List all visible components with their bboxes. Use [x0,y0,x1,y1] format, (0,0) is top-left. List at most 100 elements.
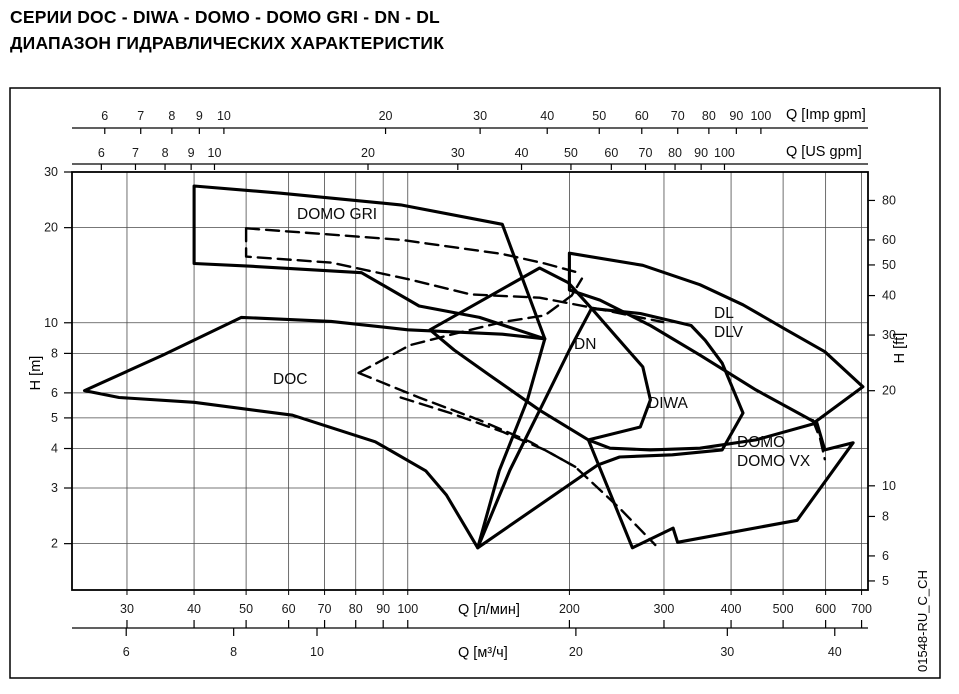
m3h-tick-label-20: 20 [569,645,583,659]
document-reference-code: 01548-RU_C_CH [915,570,930,672]
page-title: СЕРИИ DOC - DIWA - DOMO - DOMO GRI - DN … [10,4,444,56]
axis-label-lmin: Q [л/мин] [458,602,520,618]
us-tick-label-70: 70 [639,146,653,160]
lmin-tick-label-40: 40 [187,602,201,616]
us-tick-label-20: 20 [361,146,375,160]
lmin-tick-label-500: 500 [773,602,794,616]
hft-tick-label-5: 5 [882,574,889,588]
lmin-tick-label-70: 70 [318,602,332,616]
envelope-DIWA [476,306,745,550]
envelope-dashed-range-3 [357,277,584,375]
hft-tick-label-10: 10 [882,479,896,493]
pump-range-envelopes [82,184,865,550]
envelope-DOMO-DOMO-VX [586,421,855,550]
label-diwa: DIWA [648,395,689,412]
lmin-tick-label-600: 600 [815,602,836,616]
hm-tick-label-30: 30 [44,165,58,179]
imp-tick-label-50: 50 [592,109,606,123]
lmin-tick-label-50: 50 [239,602,253,616]
us-tick-label-9: 9 [188,146,195,160]
region-labels: DOMO GRI DOC DN DIWA DL DLV DOMO DOMO VX [273,206,811,470]
axis-label-us-gpm: Q [US gpm] [786,144,862,160]
hm-tick-label-4: 4 [51,442,58,456]
envelope-dashed-range-1 [244,227,577,273]
figure-border [9,87,941,679]
imp-tick-label-30: 30 [473,109,487,123]
label-dn: DN [574,336,596,353]
label-domo: DOMO [737,434,785,451]
lmin-tick-label-60: 60 [282,602,296,616]
hft-tick-label-20: 20 [882,384,896,398]
imp-tick-label-70: 70 [671,109,685,123]
us-tick-label-8: 8 [162,146,169,160]
grid-lines [72,172,868,590]
hm-tick-label-2: 2 [51,537,58,551]
imp-tick-label-10: 10 [217,109,231,123]
label-domo-vx: DOMO VX [737,453,811,470]
m3h-tick-label-30: 30 [720,645,734,659]
lmin-tick-label-90: 90 [376,602,390,616]
title-subtitle-line: ДИАПАЗОН ГИДРАВЛИЧЕСКИХ ХАРАКТЕРИСТИК [10,33,445,53]
lmin-tick-label-80: 80 [349,602,363,616]
label-domo-gri: DOMO GRI [297,206,377,223]
lmin-tick-label-30: 30 [120,602,134,616]
plot-frame [71,171,869,591]
label-doc: DOC [273,371,307,388]
m3h-tick-label-6: 6 [123,645,130,659]
axis-label-imp-gpm: Q [Imp gpm] [786,107,866,123]
m3h-tick-label-40: 40 [828,645,842,659]
hm-tick-label-5: 5 [51,411,58,425]
hm-tick-label-6: 6 [51,386,58,400]
hm-tick-label-3: 3 [51,481,58,495]
envelope-dashed-range-2 [244,227,665,324]
lmin-tick-label-300: 300 [654,602,675,616]
us-tick-label-90: 90 [694,146,708,160]
hft-tick-label-30: 30 [882,328,896,342]
label-dl: DL [714,305,734,322]
envelope-dashed-range-4 [357,371,657,547]
hft-tick-label-50: 50 [882,258,896,272]
hft-tick-label-80: 80 [882,193,896,207]
envelope-DOMO-GRI [192,184,547,341]
imp-tick-label-80: 80 [702,109,716,123]
hm-tick-label-8: 8 [51,346,58,360]
axis-lines [72,127,868,629]
imp-tick-label-40: 40 [540,109,554,123]
hft-tick-label-40: 40 [882,289,896,303]
us-tick-label-7: 7 [132,146,139,160]
us-tick-label-40: 40 [515,146,529,160]
tick-labels: 6 7 8 9 10 20 30 40 50 60 70 80 90 100 6 7 8 9 10 20 30 40 50 6… [44,109,896,659]
imp-tick-label-6: 6 [101,109,108,123]
m3h-tick-label-8: 8 [230,645,237,659]
us-tick-label-60: 60 [604,146,618,160]
us-tick-label-100: 100 [714,146,735,160]
envelope-dashed-range-6 [811,418,826,461]
envelope-DOC [82,315,547,550]
us-tick-label-6: 6 [98,146,105,160]
axis-label-h-ft: H [ft] [892,333,908,364]
label-dlv: DLV [714,324,744,341]
envelope-DL-DLV [567,251,865,424]
title-series-line: СЕРИИ DOC - DIWA - DOMO - DOMO GRI - DN … [10,7,440,27]
imp-tick-label-8: 8 [168,109,175,123]
hm-tick-label-20: 20 [44,221,58,235]
axis-label-m3h: Q [м³/ч] [458,645,508,661]
lmin-tick-label-700: 700 [851,602,872,616]
us-tick-label-80: 80 [668,146,682,160]
hft-tick-label-6: 6 [882,549,889,563]
hm-tick-label-10: 10 [44,316,58,330]
imp-tick-label-100: 100 [750,109,771,123]
imp-tick-label-9: 9 [196,109,203,123]
imp-tick-label-7: 7 [137,109,144,123]
lmin-tick-label-200: 200 [559,602,580,616]
hft-tick-label-60: 60 [882,233,896,247]
us-tick-label-10: 10 [208,146,222,160]
us-tick-label-50: 50 [564,146,578,160]
lmin-tick-label-400: 400 [721,602,742,616]
imp-tick-label-20: 20 [379,109,393,123]
hft-tick-label-8: 8 [882,509,889,523]
m3h-tick-label-10: 10 [310,645,324,659]
envelope-dashed-range-5 [399,396,577,468]
